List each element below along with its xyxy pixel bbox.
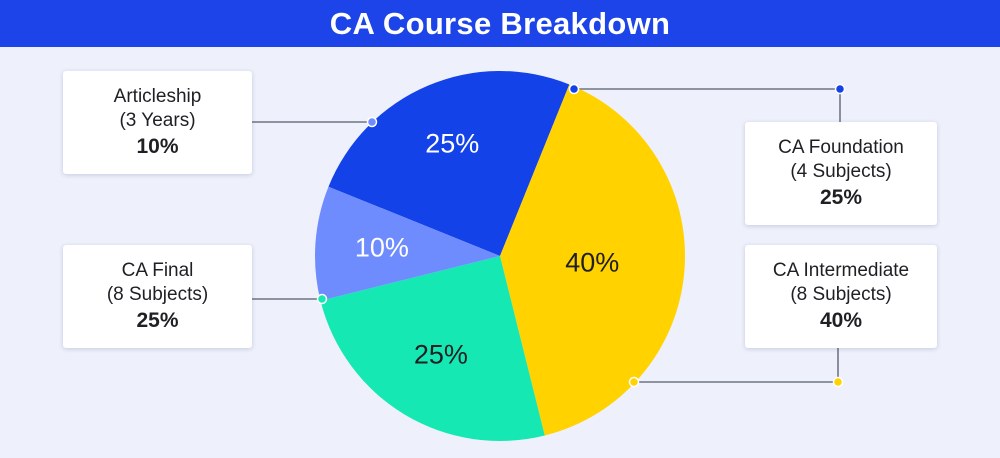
callout-name: CA Intermediate (772, 259, 910, 281)
callout-percent: 25% (819, 185, 863, 209)
callout-name: CA Final (121, 259, 194, 281)
pie-slice-label: 25% (425, 129, 479, 159)
callout-name: Articleship (113, 85, 202, 107)
pie-slice-ca-foundation (328, 70, 570, 257)
connector-dot-articleship-slice (366, 116, 378, 128)
callout-detail: (8 Subjects) (790, 283, 892, 305)
pie-slice-articleship (315, 186, 500, 301)
callout-name: CA Foundation (778, 136, 904, 158)
callout-articleship: Articleship (3 Years) 10% (63, 71, 252, 174)
pie-slice-ca-final (320, 256, 545, 441)
callout-percent: 10% (136, 134, 179, 158)
connector-dot-ca-final-slice (316, 293, 328, 305)
connector-dot-ca-foundation-box (834, 83, 846, 95)
callout-ca-foundation: CA Foundation (4 Subjects) 25% (745, 122, 937, 225)
callout-detail: (8 Subjects) (106, 283, 209, 305)
connector-dots (316, 83, 846, 388)
callout-percent: 25% (136, 308, 179, 332)
pie-slice-label: 40% (565, 247, 619, 277)
chart-title: CA Course Breakdown (0, 0, 1000, 47)
pie-slice-label: 25% (414, 339, 468, 369)
connector-ca-intermediate (634, 348, 839, 383)
callout-ca-final: CA Final (8 Subjects) 25% (63, 245, 252, 348)
pie-slice-ca-intermediate (500, 84, 686, 436)
callout-detail: (4 Subjects) (790, 160, 892, 182)
pie-slice-label: 10% (355, 233, 409, 263)
connector-dot-ca-intermediate-slice (628, 376, 640, 388)
connector-dot-ca-intermediate-box (832, 376, 844, 388)
connector-dot-ca-foundation-slice (568, 83, 580, 95)
callout-detail: (3 Years) (119, 109, 196, 131)
callout-ca-intermediate: CA Intermediate (8 Subjects) 40% (745, 245, 937, 348)
callout-percent: 40% (819, 308, 863, 332)
pie-slices (315, 70, 686, 441)
pie-slice-labels: 25% 40% 25% 10% (355, 129, 619, 370)
